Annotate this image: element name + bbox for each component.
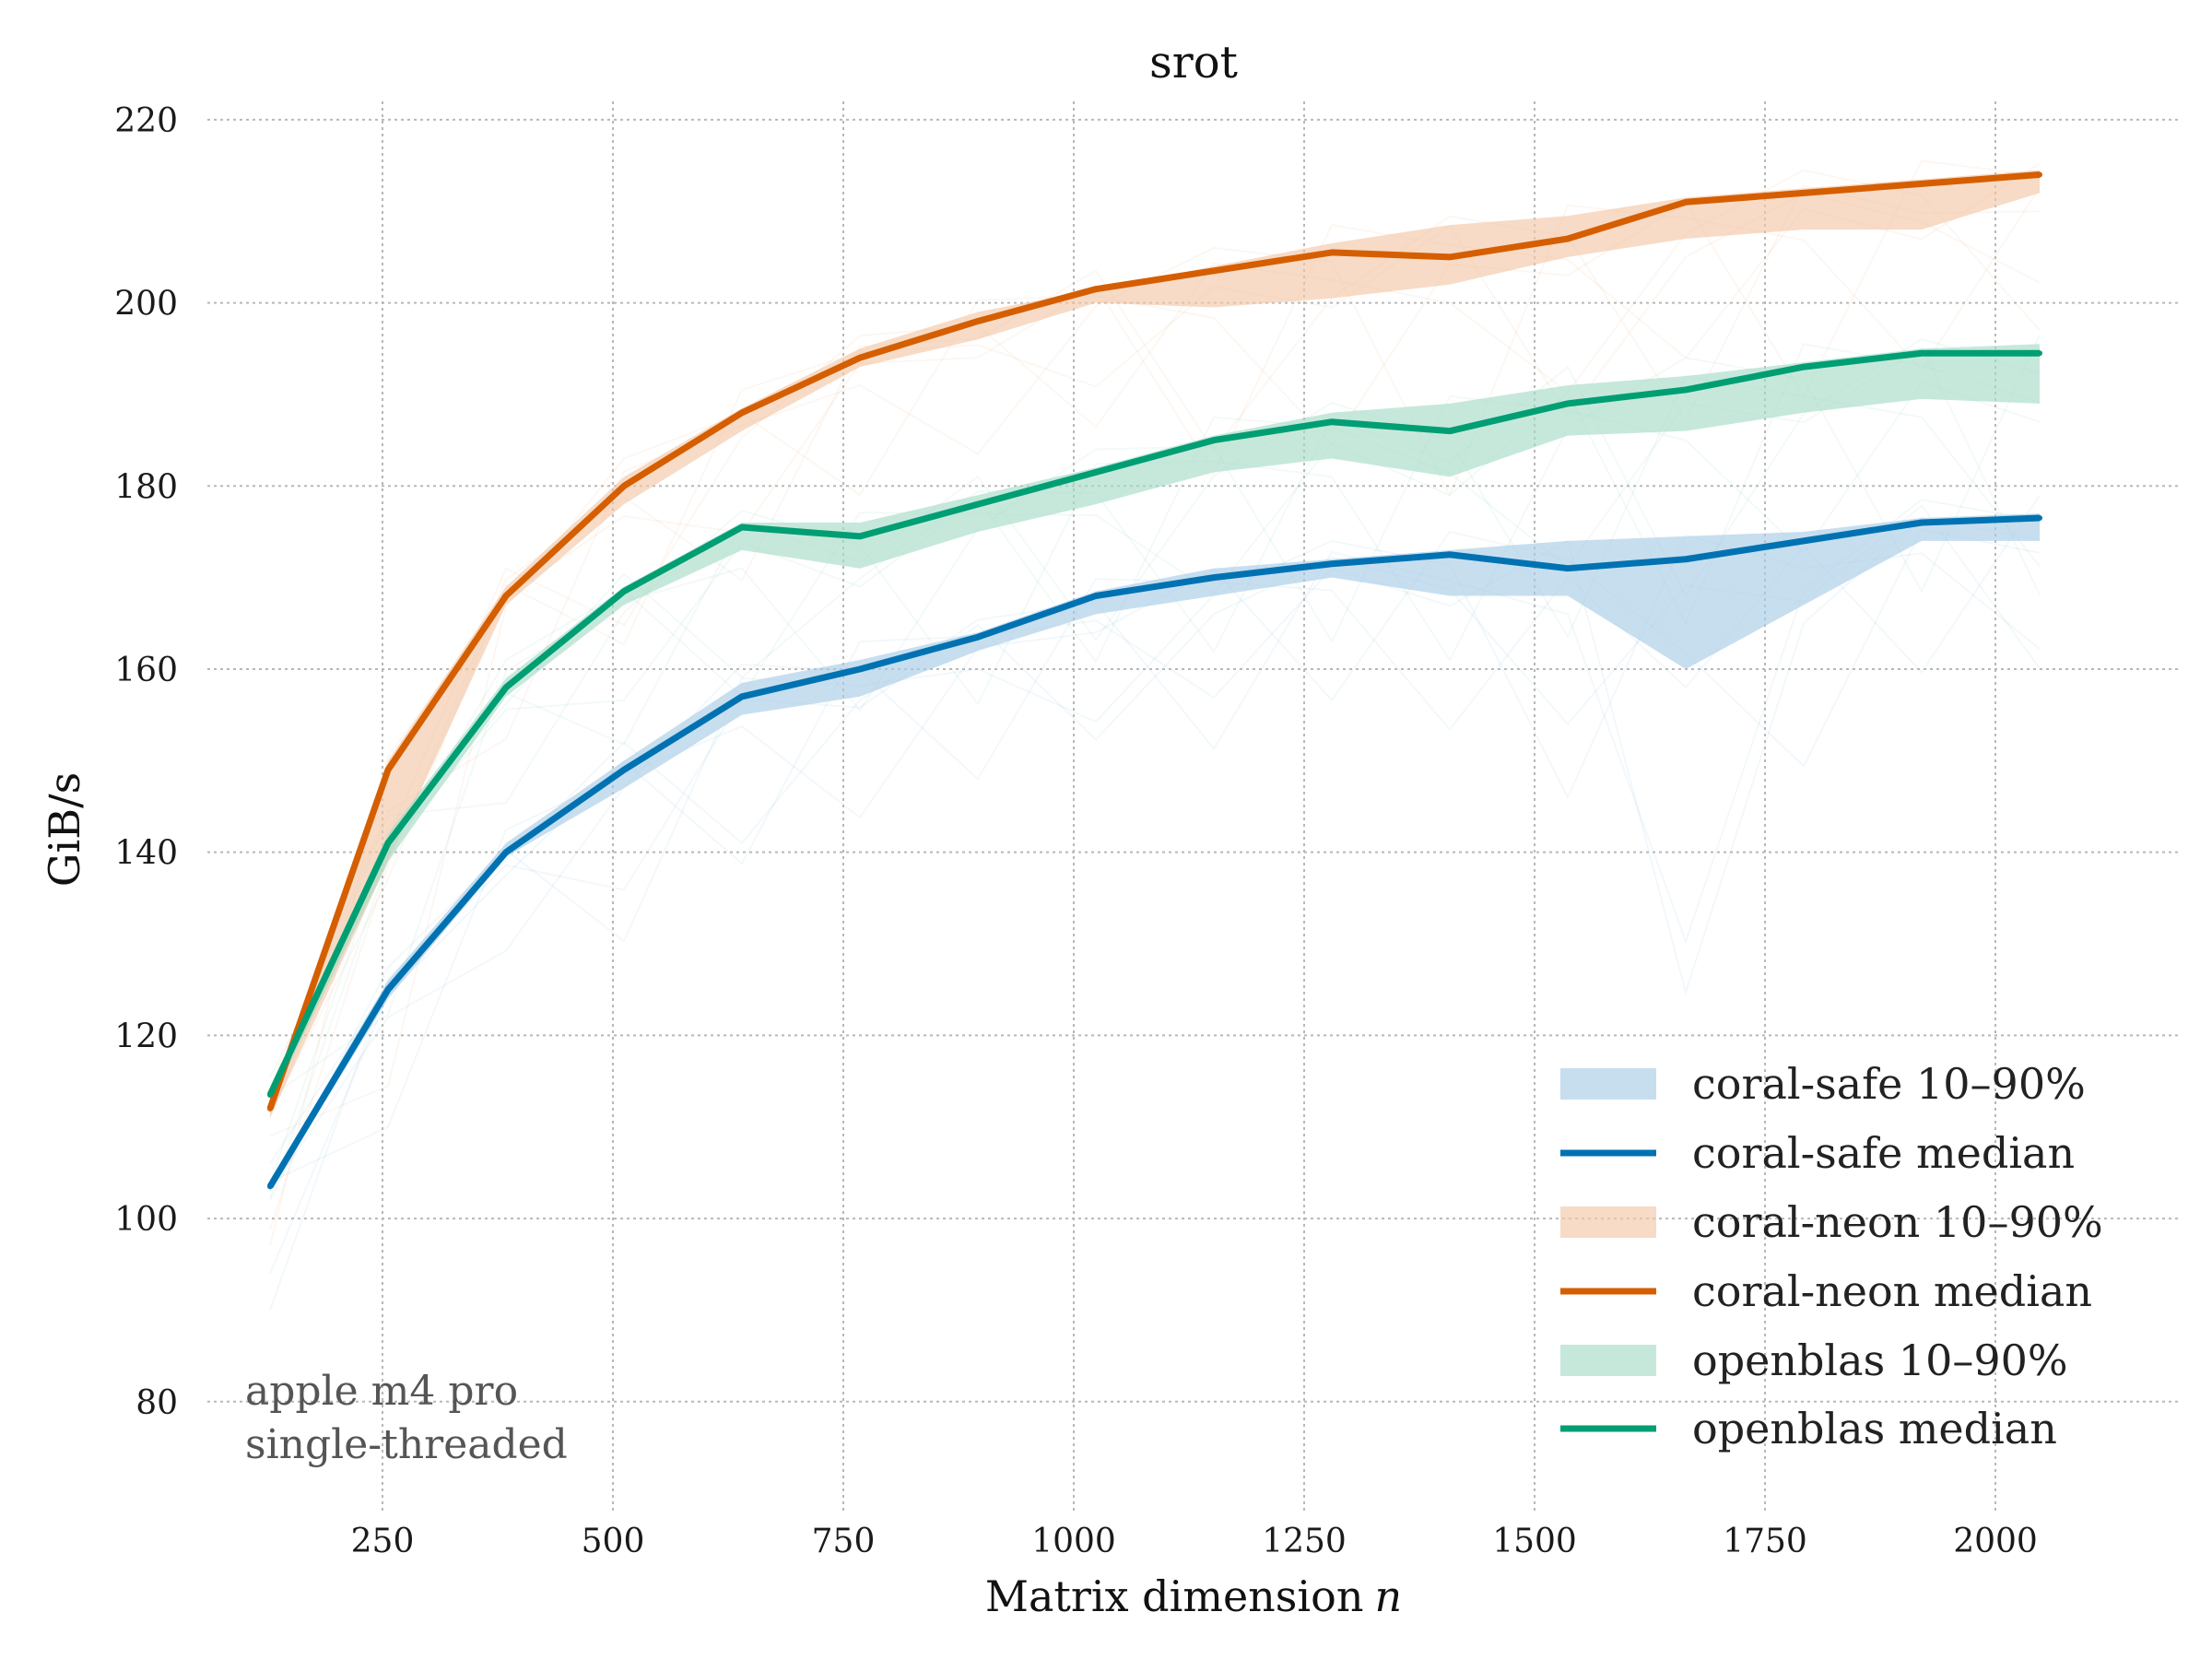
x-axis-label-text: Matrix dimension — [985, 1571, 1364, 1621]
coral-neon-median-point — [621, 483, 627, 489]
coral-safe-run-trace — [269, 499, 2041, 1311]
x-tick-label-1750: 1750 — [1723, 1523, 1807, 1560]
x-tick-label-500: 500 — [582, 1523, 645, 1560]
coral-safe-median-point — [1093, 593, 1099, 599]
coral-neon-run-trace — [269, 186, 2041, 1088]
coral-neon-run-trace — [269, 162, 2041, 1247]
coral-neon-median-point — [739, 409, 745, 416]
openblas-median-point — [739, 524, 745, 530]
coral-neon-median-point — [1801, 190, 1806, 196]
x-tick-label-1250: 1250 — [1262, 1523, 1347, 1560]
coral-neon-median-point — [975, 318, 981, 324]
chart-title: srot — [1149, 37, 1238, 88]
coral-neon-median-point — [1329, 249, 1335, 255]
openblas-median-point — [1919, 350, 1924, 357]
openblas-median-point — [267, 1091, 273, 1098]
openblas-median-point — [503, 684, 509, 690]
coral-neon-run-trace — [269, 159, 2041, 1137]
annotation-line-2: single-threaded — [245, 1421, 568, 1468]
y-tick-label-120: 120 — [114, 1018, 178, 1055]
openblas-run-trace — [269, 335, 2041, 1108]
annotation-line-1: apple m4 pro — [245, 1368, 518, 1415]
x-tick-label-1000: 1000 — [1031, 1523, 1116, 1560]
coral-safe-median-point — [739, 693, 745, 700]
coral-neon-median-point — [1565, 236, 1571, 242]
coral-safe-median-point — [2037, 515, 2042, 522]
y-tick-label-180: 180 — [114, 468, 178, 506]
openblas-median-point — [975, 501, 981, 508]
coral-safe-median-point — [267, 1183, 273, 1190]
legend-label-coral-neon-band: coral-neon 10–90% — [1692, 1197, 2103, 1247]
openblas-median-point — [1801, 364, 1806, 371]
x-axis-label-variable: n — [1374, 1571, 1402, 1621]
openblas-median-point — [857, 533, 863, 539]
legend-label-openblas-median: openblas median — [1692, 1404, 2057, 1453]
coral-neon-median-point — [1447, 253, 1453, 260]
coral-neon-median-point — [1093, 286, 1099, 292]
coral-neon-median-point — [1919, 181, 1924, 187]
openblas-median-point — [2037, 350, 2042, 357]
y-tick-label-80: 80 — [135, 1384, 178, 1422]
coral-neon-median-point — [503, 593, 509, 599]
coral-safe-median-point — [857, 665, 863, 672]
x-tick-label-750: 750 — [812, 1523, 876, 1560]
legend-label-coral-safe-band: coral-safe 10–90% — [1692, 1059, 2086, 1109]
y-axis-label: GiB/s — [40, 772, 89, 887]
x-axis-label: Matrix dimension n — [985, 1571, 1402, 1621]
coral-neon-run-trace — [269, 169, 2041, 1099]
openblas-median-point — [385, 840, 391, 846]
legend-label-coral-neon-median: coral-neon median — [1692, 1266, 2092, 1316]
coral-neon-median-point — [1683, 199, 1688, 206]
x-tick-label-1500: 1500 — [1492, 1523, 1577, 1560]
median-lines — [266, 171, 2042, 1190]
openblas-run-trace — [269, 381, 2041, 1099]
legend-swatch-coral-neon-band — [1560, 1206, 1656, 1238]
gridlines — [207, 101, 2180, 1512]
y-tick-label-200: 200 — [114, 286, 178, 324]
x-tick-label-250: 250 — [351, 1523, 415, 1560]
y-tick-label-220: 220 — [114, 102, 178, 140]
coral-safe-median-point — [1211, 574, 1217, 581]
coral-safe-median-line — [266, 514, 2041, 1189]
y-tick-label-100: 100 — [114, 1201, 178, 1239]
coral-safe-median-point — [1919, 520, 1924, 526]
openblas-median-point — [1211, 437, 1217, 443]
x-tick-label-2000: 2000 — [1953, 1523, 2038, 1560]
coral-neon-median-point — [385, 767, 391, 773]
coral-safe-median-point — [975, 634, 981, 641]
coral-safe-median-point — [1801, 537, 1806, 544]
openblas-median-point — [621, 588, 627, 594]
coral-safe-median-point — [1565, 565, 1571, 571]
openblas-median-point — [1565, 400, 1571, 406]
y-tick-label-140: 140 — [114, 835, 178, 873]
coral-safe-median-point — [621, 767, 627, 773]
coral-neon-band — [270, 170, 2040, 1118]
coral-safe-median-point — [1329, 560, 1335, 567]
coral-safe-median-point — [385, 986, 391, 993]
y-tick-label-160: 160 — [114, 652, 178, 689]
coral-neon-median-point — [1211, 267, 1217, 274]
legend: coral-safe 10–90% coral-safe median cora… — [1560, 1059, 2103, 1453]
openblas-median-line — [266, 349, 2040, 1097]
coral-neon-median-point — [857, 355, 863, 361]
openblas-median-point — [1329, 418, 1335, 425]
legend-label-openblas-band: openblas 10–90% — [1692, 1335, 2068, 1385]
legend-label-coral-safe-median: coral-safe median — [1692, 1128, 2075, 1178]
openblas-median-point — [1447, 428, 1453, 434]
coral-safe-median-point — [1447, 551, 1453, 558]
tick-labels: 80 100 120 140 160 180 200 220 250 500 750 1000 1250… — [114, 102, 2038, 1560]
openblas-median-point — [1093, 469, 1099, 476]
coral-safe-median-point — [1683, 556, 1688, 562]
coral-neon-median-point — [2037, 171, 2042, 178]
coral-safe-median-point — [503, 849, 509, 855]
coral-neon-median-line — [266, 171, 2041, 1111]
openblas-run-trace — [269, 343, 2041, 1199]
legend-swatch-coral-safe-band — [1560, 1068, 1656, 1100]
legend-swatch-openblas-band — [1560, 1345, 1656, 1376]
coral-neon-median-point — [267, 1105, 273, 1112]
openblas-median-point — [1683, 386, 1688, 393]
